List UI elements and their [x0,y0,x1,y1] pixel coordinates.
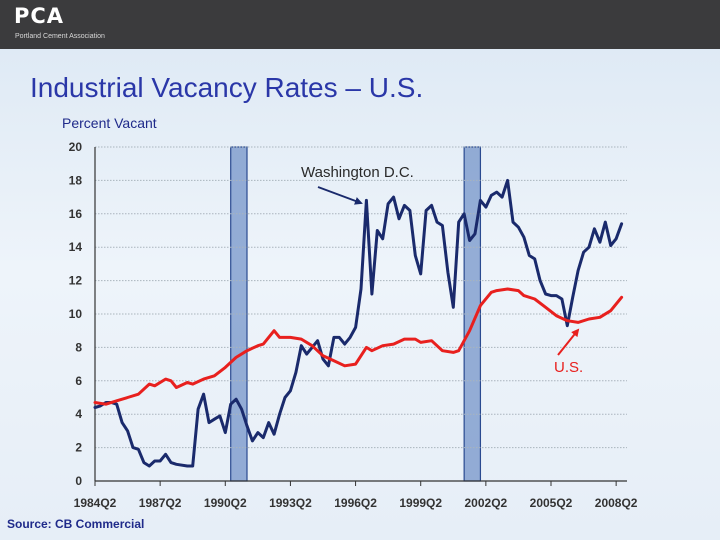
x-tick-label: 2002Q2 [465,496,508,510]
logo-subtext: Portland Cement Association [15,33,105,40]
x-tick-label: 1993Q2 [269,496,312,510]
slide-title: Industrial Vacancy Rates – U.S. [30,72,424,103]
x-tick-label: 1990Q2 [204,496,247,510]
y-tick-label: 10 [69,307,83,321]
y-tick-label: 16 [69,207,83,221]
y-tick-label: 4 [75,407,82,421]
annotations: Washington D.C. U.S. [301,164,583,376]
y-tick-label: 8 [75,340,82,354]
x-tick-label: 2008Q2 [595,496,638,510]
y-tick-label: 20 [69,140,83,154]
series-lines [93,178,624,468]
y-tick-label: 0 [75,474,82,488]
arrow-washington-dc [317,186,363,205]
y-tick-label: 18 [69,173,83,187]
y-tick-label: 12 [69,274,83,288]
y-tick-label: 14 [69,240,83,254]
y-tick-labels: 0 2 4 6 8 10 12 14 16 18 20 [69,140,83,488]
annotation-us: U.S. [554,359,583,376]
y-tick-label: 6 [75,374,82,388]
axes [94,147,627,486]
x-tick-label: 1984Q2 [74,496,117,510]
x-tick-label: 2005Q2 [530,496,573,510]
y-axis-label: Percent Vacant [62,115,157,131]
source-note: Source: CB Commercial [7,517,145,531]
pca-logo: PCA [14,4,65,28]
arrow-us [557,328,580,356]
x-tick-label: 1987Q2 [139,496,182,510]
x-tick-label: 1999Q2 [399,496,442,510]
series-line-u-s [93,287,624,406]
y-tick-label: 2 [75,441,82,455]
series-line-washington-d-c [93,178,624,468]
annotation-washington-dc: Washington D.C. [301,164,414,181]
x-tick-label: 1996Q2 [334,496,377,510]
recession-bands [230,146,482,482]
x-tick-labels: 1984Q2 1987Q2 1990Q2 1993Q2 1996Q2 1999Q2 2002… [74,496,638,510]
header-bar: PCA Portland Cement Association [0,0,720,49]
